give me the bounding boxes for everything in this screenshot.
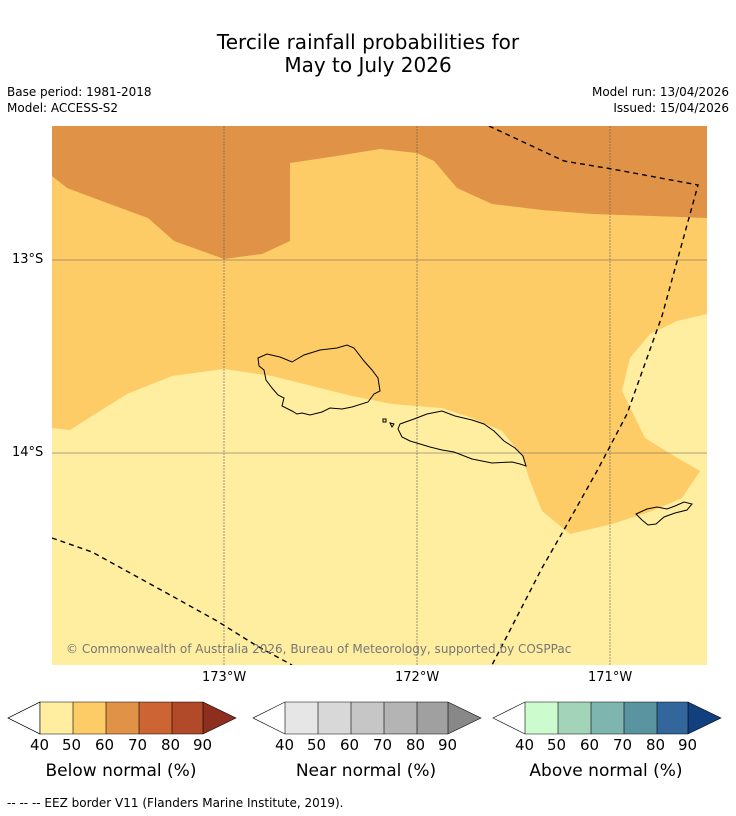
colorbar-above-right-extend: [688, 702, 721, 734]
graticule: [52, 126, 707, 665]
manono-islet: [389, 422, 395, 428]
colorbar-below-bin-1: [40, 702, 73, 734]
tick-above-40: 40: [515, 736, 535, 754]
tick-below-50: 50: [62, 736, 82, 754]
colorbar-near-bin-5: [417, 702, 448, 734]
tick-near-60: 60: [340, 736, 360, 754]
colorbar-above-title: Above normal (%): [529, 761, 683, 781]
tick-above-90: 90: [678, 736, 698, 754]
tick-near-70: 70: [373, 736, 393, 754]
colorbar-near-right-extend: [448, 702, 481, 734]
lat-label-13s: 13°S: [12, 252, 44, 267]
tutuila-island: [635, 501, 693, 526]
colorbar-below-left-extend: [7, 701, 41, 735]
colorbar-above-left-extend: [493, 702, 525, 734]
tick-above-60: 60: [580, 736, 600, 754]
copyright-notice: © Commonwealth of Australia 2026, Bureau…: [66, 642, 571, 656]
colorbar-below-bin-5: [172, 702, 203, 734]
colorbar-above-bin-2: [558, 702, 591, 734]
tick-below-60: 60: [95, 736, 115, 754]
colorbar-near-bin-2: [318, 702, 351, 734]
title-line-2: May to July 2026: [284, 53, 452, 77]
colorbar-near-bin-1: [285, 702, 318, 734]
colorbar-below-ticks: 40 50 60 70 80 90: [0, 736, 250, 756]
tick-below-70: 70: [128, 736, 148, 754]
eez-border: [52, 126, 699, 665]
colorbar-above-normal: [492, 701, 722, 735]
colorbar-above-bin-3: [591, 702, 624, 734]
title-line-1: Tercile rainfall probabilities for: [216, 30, 520, 54]
colorbar-below-normal: [7, 701, 237, 735]
tick-above-80: 80: [646, 736, 666, 754]
tick-below-40: 40: [30, 736, 50, 754]
tick-above-70: 70: [613, 736, 633, 754]
colorbar-below-bin-4: [139, 702, 172, 734]
colorbar-near-title: Near normal (%): [295, 761, 437, 781]
meta-right: Model run: 13/04/2026 Issued: 15/04/2026: [592, 84, 729, 116]
tick-above-50: 50: [547, 736, 567, 754]
tick-near-50: 50: [307, 736, 327, 754]
colorbar-below-bin-2: [73, 702, 106, 734]
lon-label-171w: 171°W: [588, 670, 633, 685]
colorbar-near-bin-4: [384, 702, 417, 734]
region-below-60-70: [52, 126, 707, 259]
colorbar-below-right-extend: [203, 702, 236, 734]
colorbar-near-left-extend: [253, 702, 285, 734]
lon-label-173w: 173°W: [202, 670, 247, 685]
lon-label-172w: 172°W: [395, 670, 440, 685]
tick-below-90: 90: [193, 736, 213, 754]
colorbar-above-bin-4: [624, 702, 657, 734]
model-run: Model run: 13/04/2026: [591, 85, 729, 99]
forecast-map: © Commonwealth of Australia 2026, Bureau…: [52, 126, 707, 665]
upolu-island: [397, 410, 527, 467]
colorbar-above-bin-5: [657, 702, 688, 734]
colorbar-near-normal: [252, 701, 482, 735]
colorbar-above-bin-1: [525, 702, 558, 734]
model-name: Model: ACCESS-S2: [7, 101, 119, 115]
eez-footnote: -- -- -- EEZ border V11 (Flanders Marine…: [7, 796, 344, 810]
apolima-islet: [382, 418, 387, 423]
issued-date: Issued: 15/04/2026: [613, 101, 729, 115]
tick-near-90: 90: [438, 736, 458, 754]
colorbar-below-title: Below normal (%): [45, 761, 197, 781]
map-title: Tercile rainfall probabilities for May t…: [0, 31, 736, 77]
savaii-island: [257, 344, 381, 416]
meta-left: Base period: 1981-2018 Model: ACCESS-S2: [7, 84, 152, 116]
colorbar-near-ticks: 40 50 60 70 80 90: [245, 736, 495, 756]
tick-near-40: 40: [275, 736, 295, 754]
tick-near-80: 80: [406, 736, 426, 754]
colorbar-near-bin-3: [351, 702, 384, 734]
colorbar-above-ticks: 40 50 60 70 80 90: [485, 736, 735, 756]
tick-below-80: 80: [161, 736, 181, 754]
base-period: Base period: 1981-2018: [7, 85, 152, 99]
colorbar-below-bin-3: [106, 702, 139, 734]
lat-label-14s: 14°S: [12, 445, 44, 460]
